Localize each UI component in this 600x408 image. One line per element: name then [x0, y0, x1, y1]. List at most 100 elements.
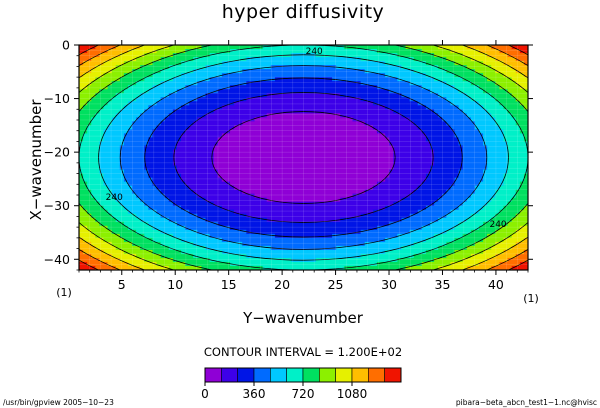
- contour-cell: [417, 185, 423, 191]
- contour-cell: [262, 209, 268, 215]
- contour-cell: [193, 165, 198, 171]
- contour-cell: [262, 109, 268, 114]
- contour-cell: [311, 137, 317, 143]
- contour-cell: [164, 181, 170, 187]
- contour-cell: [164, 49, 170, 54]
- contour-cell: [319, 193, 325, 199]
- contour-cell: [123, 209, 129, 215]
- contour-cell: [160, 237, 166, 243]
- contour-cell: [319, 177, 325, 183]
- contour-cell: [364, 53, 370, 58]
- contour-cell: [405, 233, 411, 239]
- contour-cell: [205, 189, 211, 195]
- contour-cell: [327, 197, 333, 203]
- contour-cell: [79, 149, 84, 155]
- contour-cell: [344, 261, 349, 267]
- contour-cell: [103, 65, 109, 70]
- contour-cell: [79, 225, 84, 231]
- contour-cell: [119, 61, 125, 66]
- contour-cell: [119, 237, 125, 243]
- contour-cell: [336, 133, 341, 139]
- contour-cell: [327, 161, 333, 167]
- contour-cell: [417, 81, 423, 86]
- contour-cell: [127, 97, 133, 102]
- contour-cell: [303, 217, 309, 223]
- contour-cell: [144, 161, 149, 167]
- contour-cell: [327, 69, 333, 74]
- contour-cell: [172, 141, 178, 147]
- contour-cell: [168, 253, 174, 259]
- contour-cell: [132, 265, 137, 270]
- contour-cell: [336, 73, 341, 78]
- contour-cell: [127, 101, 133, 106]
- contour-cell: [270, 149, 276, 155]
- contour-cell: [352, 257, 358, 263]
- contour-cell: [79, 85, 84, 90]
- contour-cell: [401, 257, 407, 263]
- contour-cell: [209, 265, 215, 270]
- contour-cell: [99, 61, 105, 66]
- contour-cell: [417, 213, 423, 219]
- contour-cell: [421, 85, 427, 90]
- contour-cell: [397, 133, 403, 139]
- contour-cell: [148, 197, 154, 203]
- contour-cell: [291, 217, 296, 223]
- contour-cell: [172, 229, 178, 235]
- contour-cell: [176, 197, 182, 203]
- contour-cell: [311, 245, 317, 251]
- contour-cell: [152, 153, 158, 159]
- contour-cell: [295, 169, 301, 175]
- contour-cell: [189, 213, 194, 219]
- contour-cell: [213, 93, 219, 98]
- contour-cell: [307, 261, 313, 267]
- contour-cell: [246, 133, 252, 139]
- contour-cell: [368, 137, 374, 143]
- contour-cell: [225, 65, 231, 70]
- contour-cell: [283, 153, 288, 159]
- contour-cell: [323, 217, 329, 223]
- contour-cell: [287, 81, 292, 86]
- contour-cell: [340, 245, 345, 251]
- contour-cell: [127, 73, 133, 78]
- contour-cell: [295, 81, 301, 86]
- contour-cell: [319, 89, 325, 94]
- contour-cell: [364, 97, 370, 102]
- contour-cell: [87, 113, 92, 118]
- contour-cell: [152, 149, 158, 155]
- contour-cell: [421, 261, 427, 267]
- contour-cell: [225, 161, 231, 167]
- contour-cell: [136, 97, 141, 102]
- contour-cell: [205, 61, 211, 66]
- contour-cell: [372, 85, 378, 90]
- contour-cell: [295, 61, 301, 66]
- contour-cell: [254, 161, 260, 167]
- contour-cell: [385, 213, 390, 219]
- contour-cell: [246, 97, 252, 102]
- contour-cell: [95, 93, 101, 98]
- contour-cell: [217, 137, 223, 143]
- contour-cell: [258, 233, 264, 239]
- contour-cell: [303, 201, 309, 207]
- contour-cell: [299, 49, 305, 54]
- contour-cell: [307, 185, 313, 191]
- contour-cell: [160, 145, 166, 151]
- contour-cell: [344, 173, 349, 179]
- contour-cell: [372, 69, 378, 74]
- contour-cell: [270, 241, 276, 247]
- contour-cell: [132, 229, 137, 235]
- contour-cell: [193, 193, 198, 199]
- contour-cell: [230, 185, 235, 191]
- contour-cell: [79, 261, 84, 267]
- contour-cell: [409, 261, 415, 267]
- contour-cell: [258, 177, 264, 183]
- contour-cell: [209, 101, 215, 106]
- contour-cell: [168, 61, 174, 66]
- contour-cell: [254, 213, 260, 219]
- contour-cell: [238, 153, 243, 159]
- contour-cell: [438, 49, 443, 54]
- contour-cell: [311, 237, 317, 243]
- contour-cell: [103, 53, 109, 58]
- contour-cell: [152, 205, 158, 211]
- contour-cell: [413, 65, 419, 70]
- contour-cell: [368, 229, 374, 235]
